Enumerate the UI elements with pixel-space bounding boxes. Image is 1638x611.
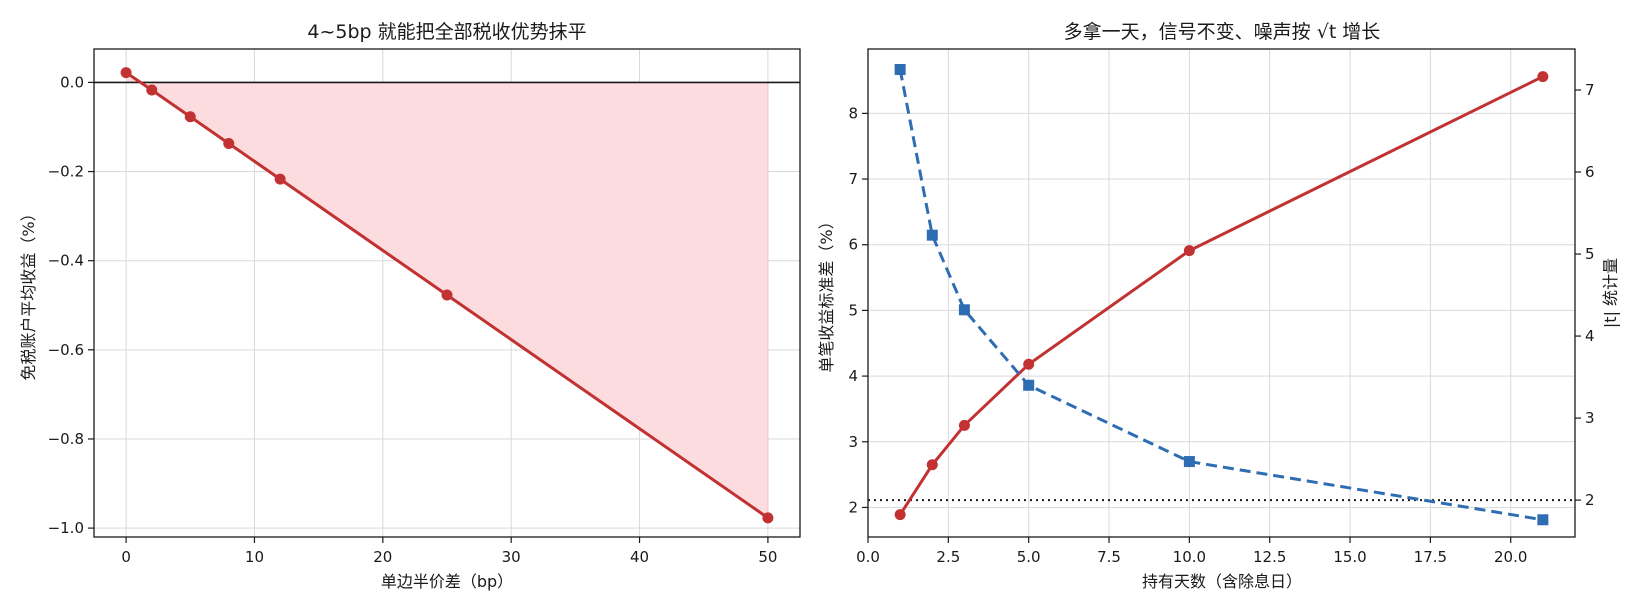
chart0-area bbox=[126, 72, 769, 518]
chart1-title: 多拿一天，信号不变、噪声按 √t 增长 bbox=[1064, 20, 1381, 43]
chart1-series bbox=[894, 64, 1549, 526]
chart0-series bbox=[120, 67, 774, 524]
chart1-y-tick-label-left: 5 bbox=[848, 301, 858, 319]
chart1-data-point-left bbox=[894, 509, 906, 521]
chart1-data-point-left bbox=[926, 459, 938, 471]
chart1-y-tick-label-right: 6 bbox=[1585, 163, 1595, 181]
chart1-y-label-right: |t| 统计量 bbox=[1601, 258, 1620, 328]
chart1-x-tick-label: 15.0 bbox=[1333, 548, 1366, 566]
chart1-x-tick-label: 7.5 bbox=[1097, 548, 1121, 566]
chart0-y-tick-label: −0.6 bbox=[48, 341, 84, 359]
chart1-y-tick-label-left: 4 bbox=[848, 367, 858, 385]
chart0-data-point bbox=[762, 512, 774, 524]
chart1-frame bbox=[867, 48, 1576, 538]
chart1-data-point-right bbox=[958, 304, 970, 316]
chart0-x-tick-label: 50 bbox=[758, 548, 777, 566]
chart1-y-tick-label-right: 4 bbox=[1585, 327, 1595, 345]
chart1-y-tick-label-left: 8 bbox=[848, 104, 858, 122]
chart0-y-tick-label: −1.0 bbox=[48, 519, 84, 537]
chart1-x-ticks: 0.0 2.5 5.0 7.5 10.0 12.5 15.0 17.5 20.0 bbox=[856, 537, 1527, 566]
chart1-y-tick-label-right: 2 bbox=[1585, 491, 1595, 509]
chart0-x-tick-label: 20 bbox=[373, 548, 392, 566]
chart0-data-point bbox=[274, 173, 286, 185]
chart1-data-point-right bbox=[926, 229, 938, 241]
chart1-y-tick-label-left: 7 bbox=[848, 170, 858, 188]
chart1-data-point-left bbox=[1537, 71, 1549, 83]
chart1-y-label-left: 单笔收益标准差（%） bbox=[817, 213, 836, 372]
chart1-data-point-right bbox=[1023, 379, 1035, 391]
chart1-data-point-left bbox=[1023, 358, 1035, 370]
chart1-y-ticks-right: 2 3 4 5 6 7 bbox=[1575, 81, 1595, 509]
chart1-x-tick-label: 12.5 bbox=[1253, 548, 1286, 566]
chart1-series-line-right bbox=[898, 69, 1544, 522]
chart-tax-advantage: 4~5bp 就能把全部税收优势抹平 0 10 20 30 40 50 0.0 −0.2 −0.… bbox=[19, 21, 801, 591]
chart1-y-ticks-left: 2 3 4 5 6 7 8 bbox=[848, 104, 868, 516]
chart1-x-tick-label: 17.5 bbox=[1414, 548, 1447, 566]
chart0-frame bbox=[93, 48, 801, 538]
chart0-x-tick-label: 10 bbox=[245, 548, 264, 566]
chart1-y-tick-label-right: 7 bbox=[1585, 81, 1595, 99]
chart1-x-tick-label: 20.0 bbox=[1494, 548, 1527, 566]
chart1-y-tick-label-left: 2 bbox=[848, 498, 858, 516]
chart1-data-point-right bbox=[894, 64, 906, 76]
chart1-x-label: 持有天数（含除息日） bbox=[1142, 572, 1302, 591]
chart0-y-tick-label: −0.8 bbox=[48, 430, 84, 448]
chart0-y-tick-label: 0.0 bbox=[60, 73, 84, 91]
chart0-data-point bbox=[120, 67, 132, 79]
chart0-y-tick-label: −0.4 bbox=[48, 252, 84, 270]
chart1-data-point-left bbox=[1183, 245, 1195, 257]
chart0-data-point bbox=[223, 137, 235, 149]
chart1-y-tick-label-right: 5 bbox=[1585, 245, 1595, 263]
chart0-y-label: 免税账户平均收益（%） bbox=[19, 205, 38, 380]
chart1-y-tick-label-left: 6 bbox=[848, 236, 858, 254]
chart0-x-ticks: 0 10 20 30 40 50 bbox=[121, 537, 777, 566]
chart0-x-tick-label: 40 bbox=[630, 548, 649, 566]
chart0-loss-area bbox=[126, 72, 768, 518]
chart1-x-tick-label: 5.0 bbox=[1017, 548, 1041, 566]
chart1-data-point-left bbox=[958, 419, 970, 431]
chart-holding-days: 多拿一天，信号不变、噪声按 √t 增长 0.0 2.5 5.0 7.5 10.0 12.5… bbox=[817, 20, 1620, 591]
chart0-data-point bbox=[441, 289, 453, 301]
chart0-x-tick-label: 30 bbox=[502, 548, 521, 566]
chart1-data-point-right bbox=[1537, 514, 1549, 526]
chart1-data-point-right bbox=[1183, 456, 1195, 468]
chart0-y-ticks: 0.0 −0.2 −0.4 −0.6 −0.8 −1.0 bbox=[48, 73, 94, 537]
chart0-x-label: 单边半价差（bp） bbox=[381, 572, 513, 591]
chart0-data-point bbox=[184, 111, 196, 123]
chart0-y-tick-label: −0.2 bbox=[48, 163, 84, 181]
chart1-x-tick-label: 0.0 bbox=[856, 548, 880, 566]
chart1-grid bbox=[867, 49, 1575, 537]
chart1-y-tick-label-right: 3 bbox=[1585, 409, 1595, 427]
chart1-x-tick-label: 2.5 bbox=[936, 548, 960, 566]
chart0-title: 4~5bp 就能把全部税收优势抹平 bbox=[307, 21, 586, 43]
chart0-data-point bbox=[146, 84, 158, 96]
chart0-x-tick-label: 0 bbox=[121, 548, 131, 566]
chart1-x-tick-label: 10.0 bbox=[1173, 548, 1206, 566]
chart1-series-line-left bbox=[898, 75, 1544, 516]
chart1-y-tick-label-left: 3 bbox=[848, 433, 858, 451]
